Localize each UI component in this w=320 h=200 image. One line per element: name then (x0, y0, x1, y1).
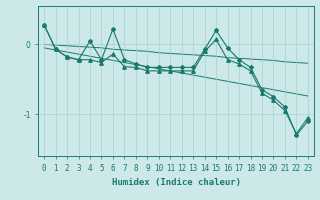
X-axis label: Humidex (Indice chaleur): Humidex (Indice chaleur) (111, 178, 241, 187)
